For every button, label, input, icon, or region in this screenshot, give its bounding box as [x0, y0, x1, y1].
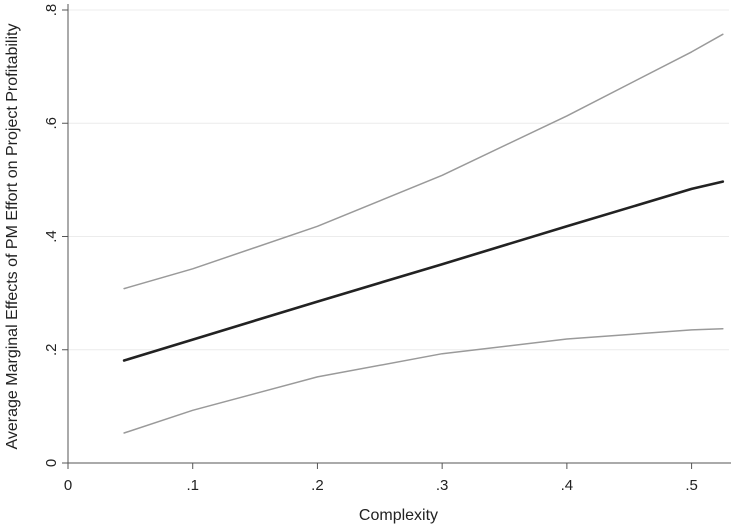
x-tick-label-5: .5: [685, 477, 698, 494]
y-axis-title: Average Marginal Effects of PM Effort on…: [4, 24, 21, 450]
x-tick-label-2: .2: [311, 477, 324, 494]
series-line-lower-ci: [123, 328, 724, 434]
series-lines: [122, 33, 725, 434]
tick-labels: 0 .2 .4 .6 .8 0 .1 .2 .3 .4 .5: [43, 4, 698, 494]
y-tick-label-4: .8: [43, 4, 60, 17]
y-tick-label-2: .4: [43, 230, 60, 243]
x-tick-label-4: .4: [561, 477, 574, 494]
series-line-upper-ci: [123, 33, 724, 290]
y-tick-label-3: .6: [43, 117, 60, 130]
x-tick-label-3: .3: [436, 477, 449, 494]
x-tick-label-1: .1: [186, 477, 199, 494]
axes: [62, 4, 731, 469]
series-line-estimate: [122, 180, 725, 362]
x-tick-label-0: 0: [64, 477, 72, 494]
y-tick-label-1: .2: [43, 343, 60, 356]
y-tick-label-0: 0: [43, 459, 60, 467]
x-axis-title: Complexity: [359, 507, 438, 524]
gridlines: [68, 9, 729, 351]
